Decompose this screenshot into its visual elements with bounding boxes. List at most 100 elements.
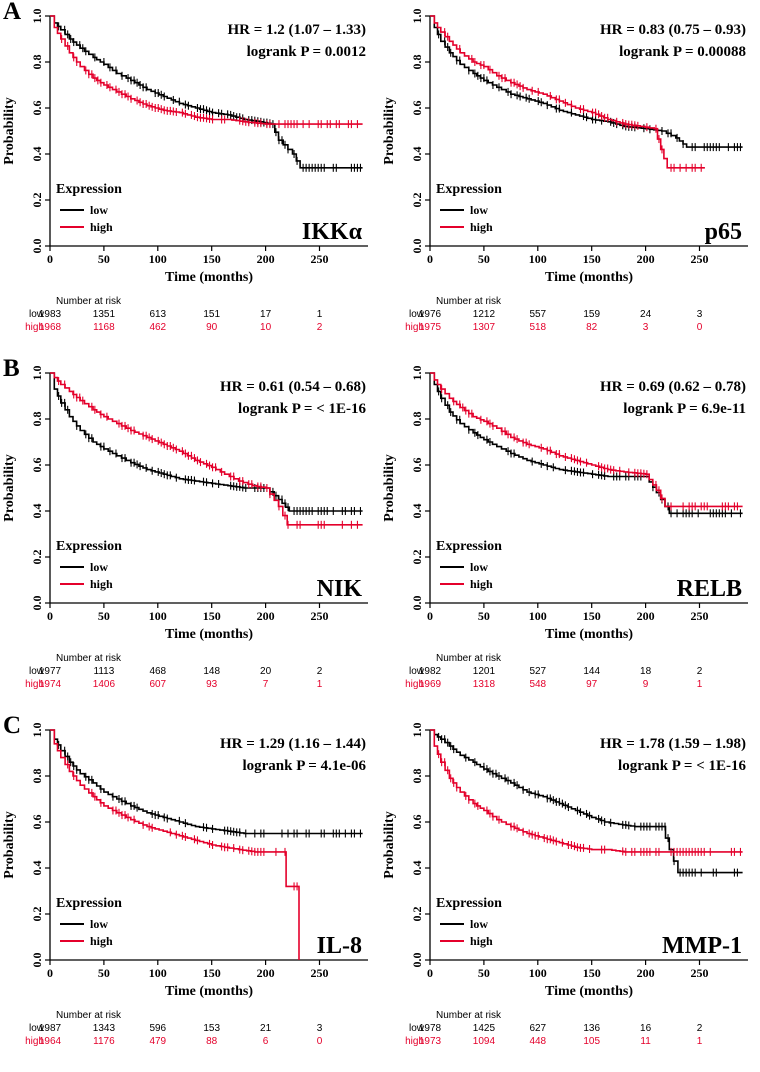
x-tick-label: 50: [478, 252, 490, 266]
risk-row-label-high: high: [405, 679, 424, 690]
x-axis-title: Time (months): [165, 627, 253, 642]
risk-value: 6: [262, 1036, 269, 1047]
legend-label-high: high: [90, 577, 113, 591]
y-tick-label: 1.0: [30, 366, 44, 381]
x-tick-label: 0: [47, 966, 53, 980]
hr-annotation: HR = 1.78 (1.59 – 1.98): [600, 736, 746, 752]
gene-label: IKKα: [302, 219, 363, 245]
y-tick-label: 1.0: [30, 9, 44, 24]
x-tick-label: 50: [478, 609, 490, 623]
km-panel: 0.0 0.2 0.4 0.6 0.8 1.0 0 50 100 150 200 250 Time (m…: [380, 0, 760, 357]
km-curve-low: [430, 372, 743, 515]
y-tick-label: 1.0: [30, 723, 44, 738]
risk-value: 1343: [92, 1023, 116, 1034]
legend-title: Expression: [56, 896, 122, 911]
risk-value: 1: [696, 1036, 703, 1047]
risk-value: 1977: [38, 666, 62, 677]
x-tick-label: 250: [690, 966, 708, 980]
censor-marks-low: [58, 22, 362, 172]
x-tick-label: 100: [149, 609, 167, 623]
risk-value: 1969: [418, 679, 442, 690]
risk-value: 1975: [418, 322, 442, 333]
risk-value: 1976: [418, 309, 442, 320]
km-plot: 0.0 0.2 0.4 0.6 0.8 1.0 0 50 100 150 200 250 Time (m…: [382, 9, 748, 285]
logrank-annotation: logrank P = 0.0012: [247, 44, 366, 60]
y-tick-label: 0.8: [410, 412, 424, 427]
panel-letter: C: [3, 712, 22, 739]
km-panel: A 0.0 0.2 0.4 0.6 0.8 1.0 0 50 100 150 200 250 Time …: [0, 0, 380, 357]
risk-value: 557: [529, 309, 547, 320]
y-axis-title: Probability: [2, 454, 17, 521]
y-tick-label: 0.2: [410, 550, 424, 565]
risk-value: 1201: [472, 666, 496, 677]
risk-value: 479: [149, 1036, 167, 1047]
risk-title: Number at risk: [56, 1010, 122, 1021]
risk-value: 527: [529, 666, 547, 677]
risk-row-label-high: high: [25, 322, 44, 333]
x-tick-label: 150: [583, 252, 601, 266]
legend-label-low: low: [90, 203, 108, 217]
legend-title: Expression: [436, 896, 502, 911]
risk-value: 1982: [418, 666, 442, 677]
x-tick-label: 200: [257, 966, 275, 980]
x-tick-label: 150: [203, 966, 221, 980]
risk-value: 613: [149, 309, 167, 320]
legend-label-low: low: [470, 560, 488, 574]
risk-value: 1176: [93, 1036, 115, 1047]
x-tick-label: 200: [637, 966, 655, 980]
risk-value: 468: [149, 666, 167, 677]
x-tick-label: 100: [529, 609, 547, 623]
km-panel: B 0.0 0.2 0.4 0.6 0.8 1.0 0 50 100 150 200 250 Time …: [0, 355, 380, 714]
y-tick-label: 0.4: [410, 504, 424, 519]
risk-value: 93: [206, 679, 218, 690]
y-tick-label: 0.0: [410, 239, 424, 254]
risk-value: 2: [316, 666, 323, 677]
risk-value: 7: [262, 679, 269, 690]
y-tick-label: 0.4: [30, 504, 44, 519]
risk-value: 1978: [418, 1023, 442, 1034]
risk-value: 105: [583, 1036, 601, 1047]
x-tick-label: 50: [98, 252, 110, 266]
x-tick-label: 150: [583, 609, 601, 623]
risk-value: 1968: [38, 322, 62, 333]
censor-marks-high: [441, 385, 738, 511]
risk-value: 16: [640, 1023, 652, 1034]
risk-value: 136: [583, 1023, 601, 1034]
risk-value: 1351: [92, 309, 116, 320]
km-panel: 0.0 0.2 0.4 0.6 0.8 1.0 0 50 100 150 200 250 Time (m…: [380, 357, 760, 714]
risk-value: 24: [640, 309, 652, 320]
hr-annotation: HR = 1.29 (1.16 – 1.44): [220, 736, 366, 752]
risk-value: 2: [696, 666, 703, 677]
km-plot: 0.0 0.2 0.4 0.6 0.8 1.0 0 50 100 150 200 250 Time (m…: [2, 723, 368, 999]
y-tick-label: 0.2: [410, 907, 424, 922]
y-tick-label: 0.2: [30, 907, 44, 922]
risk-value: 1212: [472, 309, 496, 320]
risk-row-label-low: low: [408, 666, 424, 677]
risk-row-label-high: high: [25, 679, 44, 690]
y-axis-title: Probability: [382, 97, 397, 164]
risk-row-label-low: low: [28, 1023, 44, 1034]
risk-value: 1973: [418, 1036, 442, 1047]
risk-value: 1113: [93, 666, 115, 677]
gene-label: MMP-1: [662, 933, 742, 959]
legend-label-high: high: [470, 577, 493, 591]
legend-label-low: low: [470, 917, 488, 931]
km-panel: C 0.0 0.2 0.4 0.6 0.8 1.0 0 50 100 150 200 250 Time …: [0, 712, 380, 1071]
risk-value: 82: [586, 322, 598, 333]
risk-value: 1964: [38, 1036, 62, 1047]
y-tick-label: 0.6: [410, 458, 424, 473]
risk-value: 20: [260, 666, 272, 677]
risk-title: Number at risk: [436, 296, 502, 307]
risk-value: 1974: [38, 679, 62, 690]
km-curve-high: [50, 372, 363, 526]
censor-marks-high: [438, 750, 742, 856]
x-tick-label: 50: [98, 609, 110, 623]
km-panel: 0.0 0.2 0.4 0.6 0.8 1.0 0 50 100 150 200 250 Time (m…: [380, 714, 760, 1071]
risk-value: 151: [203, 309, 221, 320]
y-tick-label: 0.8: [30, 769, 44, 784]
risk-row-label-low: low: [28, 309, 44, 320]
y-tick-label: 0.6: [410, 101, 424, 116]
risk-row-label-low: low: [408, 1023, 424, 1034]
y-axis-title: Probability: [382, 811, 397, 878]
